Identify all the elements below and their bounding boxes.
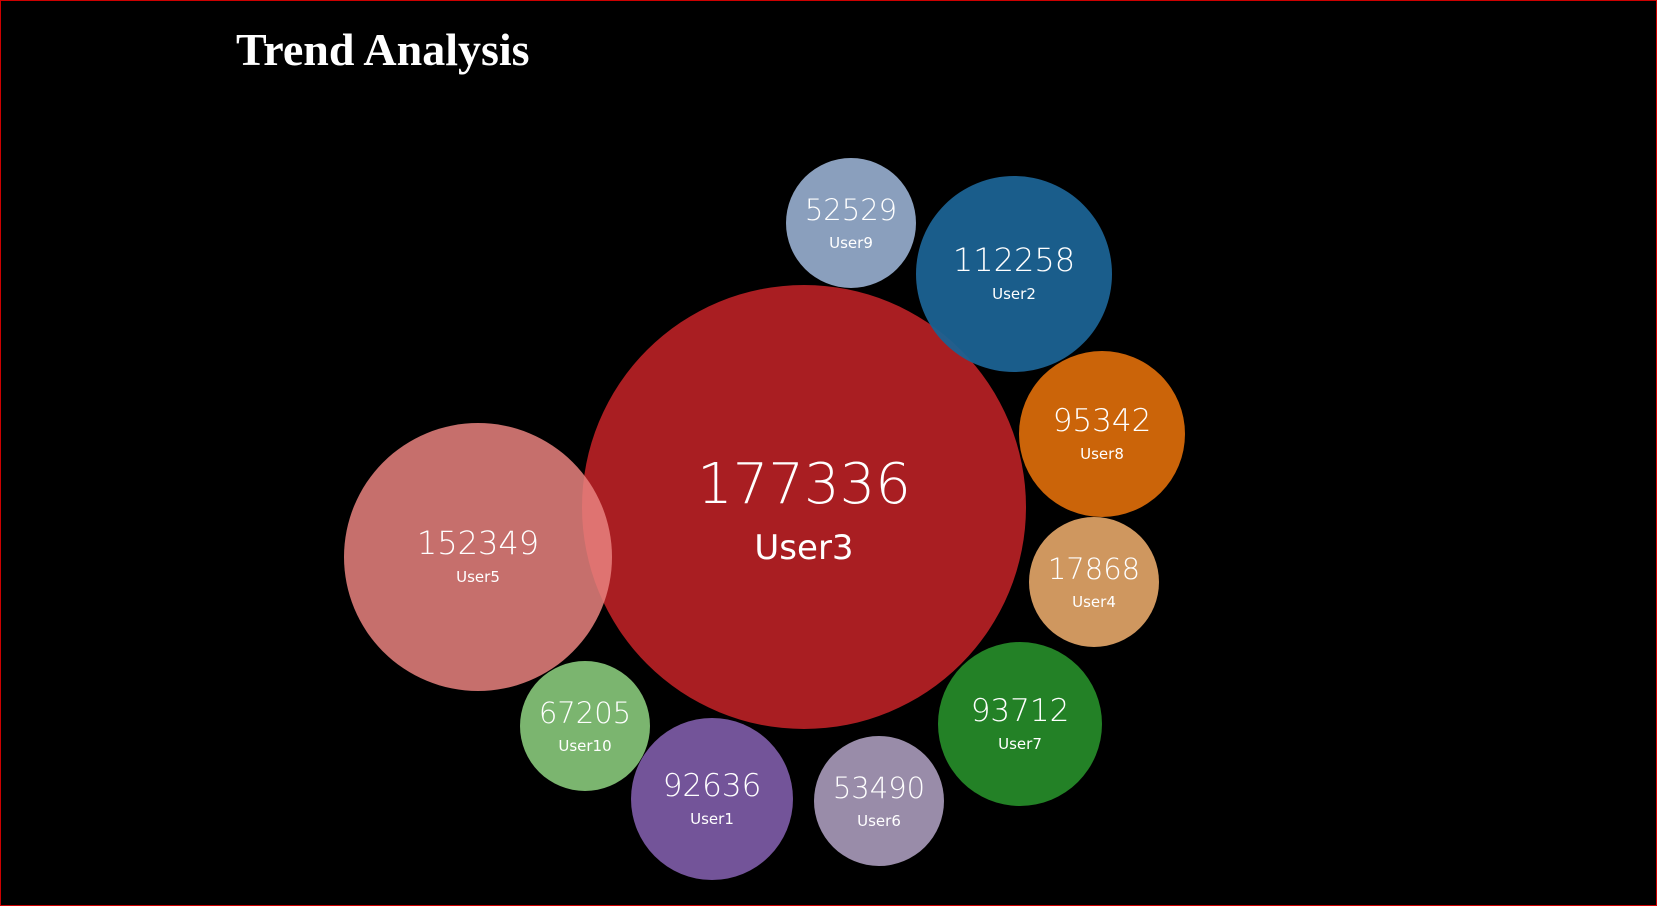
bubble-label-user4: User4 [1072, 593, 1116, 611]
bubble-user3: 177336 User3 [582, 285, 1026, 729]
bubble-user5: 152349 User5 [344, 423, 612, 691]
bubble-user2: 112258 User2 [916, 176, 1112, 372]
bubble-label-user1: User1 [690, 810, 734, 828]
bubble-label-user8: User8 [1080, 445, 1124, 463]
bubble-label-user3: User3 [754, 528, 853, 568]
bubble-user9: 52529 User9 [786, 158, 916, 288]
bubble-circle-user2 [916, 176, 1112, 372]
bubble-circle-user4 [1029, 517, 1159, 647]
bubble-user4: 17868 User4 [1029, 517, 1159, 647]
bubble-circle-user5 [344, 423, 612, 691]
bubble-user6: 53490 User6 [814, 736, 944, 866]
bubble-circle-user7 [938, 642, 1102, 806]
bubble-label-user7: User7 [998, 735, 1042, 753]
bubble-value-user5: 152349 [417, 524, 539, 562]
bubble-value-user4: 17868 [1048, 552, 1140, 586]
bubble-user1: 92636 User1 [631, 718, 793, 880]
bubble-circle-user9 [786, 158, 916, 288]
bubble-circle-user6 [814, 736, 944, 866]
bubble-value-user2: 112258 [953, 241, 1075, 279]
chart-title: Trend Analysis [236, 24, 530, 75]
bubble-value-user9: 52529 [805, 193, 897, 227]
bubble-label-user5: User5 [456, 568, 500, 586]
bubble-label-user10: User10 [558, 737, 611, 755]
bubble-circle-user10 [520, 661, 650, 791]
bubble-label-user2: User2 [992, 285, 1036, 303]
bubble-value-user6: 53490 [833, 771, 925, 805]
bubble-user8: 95342 User8 [1019, 351, 1185, 517]
bubble-user10: 67205 User10 [520, 661, 650, 791]
bubble-label-user9: User9 [829, 234, 873, 252]
bubble-value-user1: 92636 [663, 768, 762, 804]
bubble-user7: 93712 User7 [938, 642, 1102, 806]
bubble-value-user3: 177336 [697, 452, 911, 517]
bubble-label-user6: User6 [857, 812, 901, 830]
bubble-circle-user3 [582, 285, 1026, 729]
bubble-value-user8: 95342 [1053, 403, 1152, 439]
bubble-value-user7: 93712 [971, 693, 1070, 729]
bubble-value-user10: 67205 [539, 696, 631, 730]
bubble-circle-user8 [1019, 351, 1185, 517]
bubble-circle-user1 [631, 718, 793, 880]
